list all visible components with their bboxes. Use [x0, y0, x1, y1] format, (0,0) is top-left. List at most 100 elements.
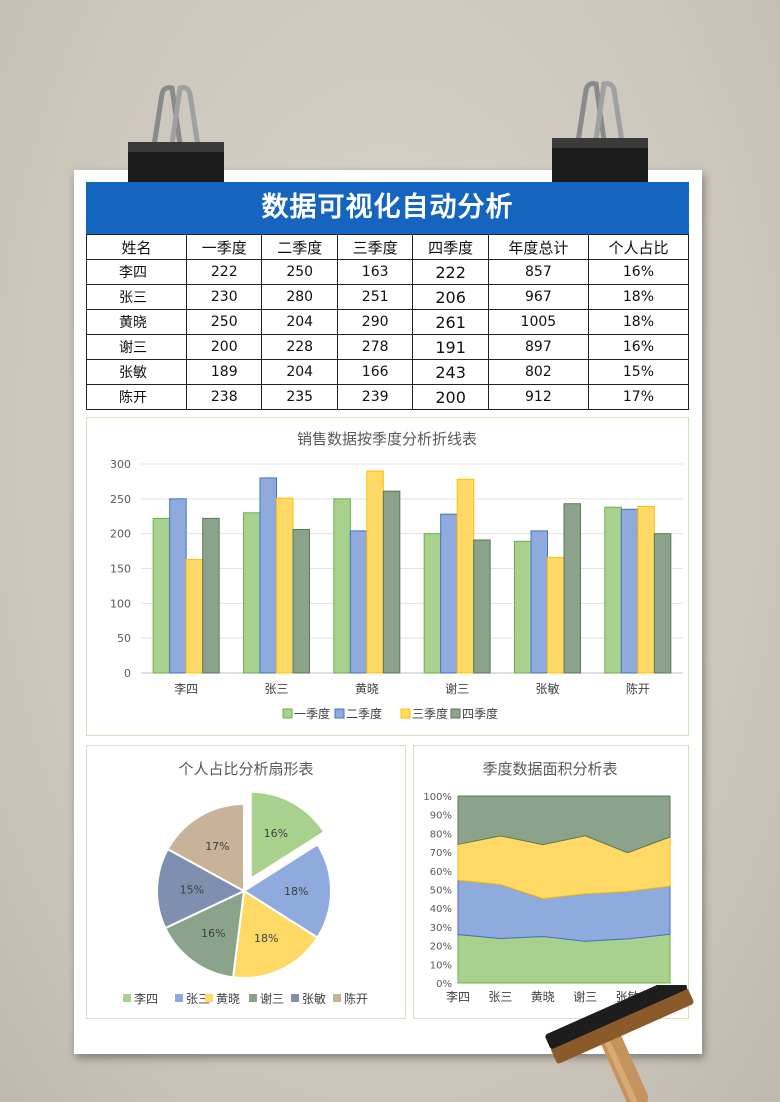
x-tick-label: 李四 — [446, 989, 470, 1004]
header-q3: 三季度 — [336, 234, 414, 260]
table-cell: 18% — [587, 309, 690, 335]
header-q4: 四季度 — [412, 234, 489, 260]
header-total: 年度总计 — [487, 234, 589, 260]
table-row: 陈开 238 235 239 200 912 17% — [85, 384, 690, 410]
y-tick-label: 0 — [124, 667, 131, 680]
bar — [276, 497, 294, 674]
x-tick-label: 陈开 — [626, 681, 650, 696]
row-name-cell: 张敏 — [85, 359, 188, 385]
legend-swatch — [291, 994, 299, 1002]
x-tick-label: 谢三 — [445, 681, 469, 696]
row-name-cell: 张三 — [85, 284, 188, 310]
bar — [456, 478, 475, 674]
header-name: 姓名 — [85, 234, 188, 260]
table-cell: 238 — [186, 384, 263, 410]
rubber-stamp-icon — [545, 985, 694, 1102]
area-chart-title: 季度数据面积分析表 — [482, 760, 617, 778]
table-row: 黄晓 250 204 290 261 1005 18% — [85, 309, 690, 335]
bar — [563, 503, 581, 674]
table-header-row: 姓名 一季度 二季度 三季度 四季度 年度总计 个人占比 — [85, 234, 690, 260]
table-row: 张敏 189 204 166 243 802 15% — [85, 359, 690, 385]
bar — [530, 530, 548, 674]
pie-data-label: 16% — [201, 927, 225, 940]
x-tick-label: 黄晓 — [355, 682, 379, 696]
table-cell: 897 — [487, 334, 589, 360]
table-cell: 222 — [412, 259, 489, 285]
y-tick-label: 50 — [117, 632, 131, 645]
row-name-cell: 黄晓 — [85, 309, 188, 335]
table-cell: 18% — [587, 284, 690, 310]
bar — [366, 470, 384, 674]
table-cell: 857 — [487, 259, 589, 285]
table-cell: 204 — [261, 309, 338, 335]
table-cell: 250 — [261, 259, 338, 285]
legend-swatch — [175, 994, 183, 1002]
bar — [423, 533, 442, 674]
legend-label: 张三 — [186, 992, 210, 1006]
table-cell: 290 — [336, 309, 414, 335]
table-cell: 280 — [261, 284, 338, 310]
bar — [514, 540, 532, 674]
legend-swatch — [450, 708, 461, 719]
legend-label: 二季度 — [346, 706, 382, 721]
bar — [202, 517, 220, 674]
legend-swatch — [249, 994, 257, 1002]
bar — [440, 513, 458, 674]
table-cell: 16% — [587, 334, 690, 360]
table-cell: 250 — [186, 309, 263, 335]
table-cell: 166 — [336, 359, 414, 385]
y-tick-label: 250 — [110, 493, 131, 506]
bar — [292, 528, 310, 674]
legend-swatch — [333, 994, 341, 1002]
table-cell: 206 — [412, 284, 489, 310]
y-tick-label: 70% — [430, 848, 452, 859]
legend-swatch — [205, 994, 213, 1002]
row-name-cell: 李四 — [85, 259, 188, 285]
table-cell: 204 — [261, 359, 338, 385]
y-tick-label: 80% — [430, 829, 452, 840]
table-row: 谢三 200 228 278 191 897 16% — [85, 334, 690, 360]
header-share: 个人占比 — [587, 234, 690, 260]
pie-data-label: 18% — [254, 932, 278, 945]
legend-label: 四季度 — [462, 706, 498, 721]
area-series — [457, 933, 671, 984]
pie-data-label: 15% — [180, 883, 204, 896]
y-tick-label: 300 — [110, 458, 131, 471]
legend-label: 张敏 — [302, 991, 326, 1006]
legend-label: 一季度 — [294, 706, 330, 721]
legend-label: 黄晓 — [216, 992, 240, 1006]
table-cell: 163 — [336, 259, 414, 285]
row-name-cell: 陈开 — [85, 384, 188, 410]
y-tick-label: 150 — [110, 563, 131, 576]
legend-swatch — [334, 708, 345, 719]
bar — [604, 506, 622, 674]
bar — [637, 505, 655, 674]
legend-swatch — [282, 708, 293, 719]
y-tick-label: 0% — [436, 979, 452, 990]
bar — [243, 512, 261, 674]
bar — [547, 556, 565, 674]
legend-label: 李四 — [134, 991, 158, 1006]
binder-clip-left-icon — [128, 85, 224, 190]
y-tick-label: 10% — [430, 960, 452, 971]
table-cell: 251 — [336, 284, 414, 310]
bar-chart-panel: 销售数据按季度分析折线表 0 50 100 150 200 250 300 李四 张三 黄晓 谢三 张敏… — [86, 417, 689, 736]
x-tick-label: 黄晓 — [531, 990, 555, 1004]
header-q2: 二季度 — [261, 234, 338, 260]
legend-label: 陈开 — [344, 991, 368, 1006]
pie-chart-panel: 个人占比分析扇形表 16% 18% 18% 16% 15% 17% 李四 张三 黄晓 谢三 张敏 陈开 — [86, 745, 406, 1019]
bar-chart-title: 销售数据按季度分析折线表 — [297, 430, 477, 448]
table-cell: 222 — [186, 259, 263, 285]
page-title: 数据可视化自动分析 — [86, 182, 689, 234]
table-cell: 261 — [412, 309, 489, 335]
bar — [473, 539, 491, 674]
y-tick-label: 30% — [430, 923, 452, 934]
table-cell: 200 — [186, 334, 263, 360]
pie-chart-title: 个人占比分析扇形表 — [178, 760, 313, 778]
bar — [185, 558, 204, 674]
y-tick-label: 200 — [110, 528, 131, 541]
y-tick-label: 40% — [430, 904, 452, 915]
bar — [259, 477, 277, 674]
bar — [382, 490, 401, 674]
pie-slice — [166, 802, 245, 893]
